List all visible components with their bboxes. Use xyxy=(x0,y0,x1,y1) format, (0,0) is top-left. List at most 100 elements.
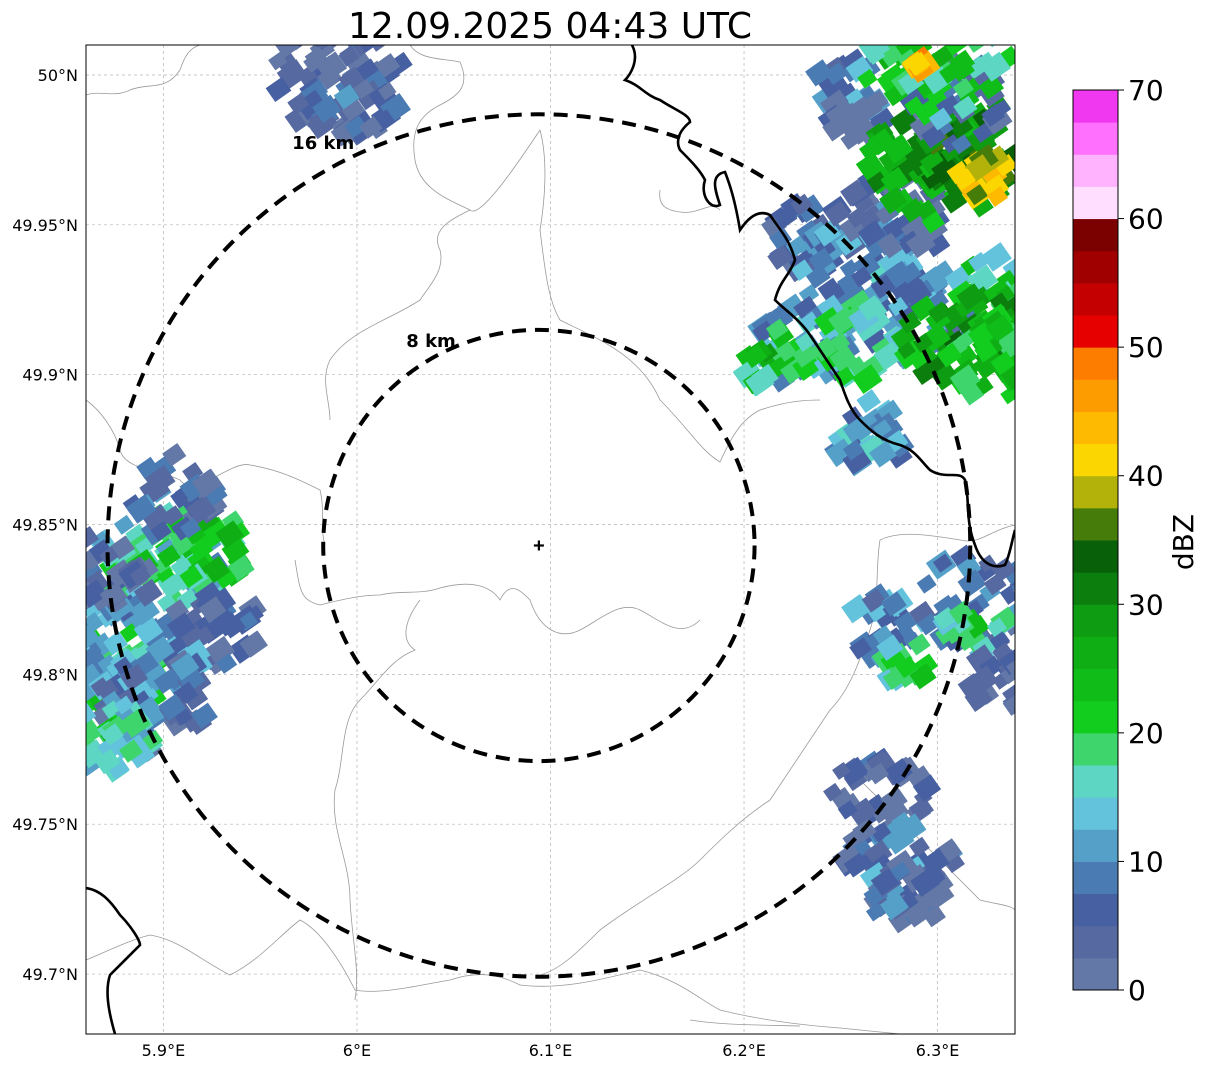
colorbar-segment xyxy=(1073,282,1118,316)
precip-pixel xyxy=(86,623,100,652)
admin-border-line xyxy=(409,45,541,212)
precip-pixel xyxy=(287,92,310,115)
precip-pixel xyxy=(966,45,987,53)
precip-pixel xyxy=(354,45,383,53)
admin-border-line xyxy=(659,189,721,213)
precip-pixel xyxy=(845,88,865,107)
precip-pixel xyxy=(790,259,813,281)
precip-pixel xyxy=(840,179,868,207)
precip-pixel xyxy=(1011,574,1015,603)
precip-pixel xyxy=(58,718,85,744)
longitude-ticks: 5.9°E 6°E 6.1°E 6.2°E 6.3°E xyxy=(142,1041,960,1060)
precip-pixel xyxy=(97,654,118,674)
precip-pixel xyxy=(983,45,1007,48)
precip-pixel xyxy=(952,343,978,369)
precip-pixel xyxy=(840,116,869,144)
precip-pixel xyxy=(968,251,989,273)
lon-tick-label: 6.2°E xyxy=(722,1041,766,1060)
precip-pixel xyxy=(1008,154,1015,176)
precip-pixel xyxy=(887,296,909,317)
precip-pixel xyxy=(126,494,157,524)
precip-pixel xyxy=(1030,663,1055,688)
colorbar-segment xyxy=(1073,636,1118,670)
precip-pixel xyxy=(919,149,946,176)
precip-pixel xyxy=(1018,360,1039,381)
precip-pixel xyxy=(922,904,946,928)
colorbar-tick-label: 40 xyxy=(1128,460,1164,493)
precip-pixel xyxy=(928,301,951,324)
precip-pixel xyxy=(931,155,961,185)
map-area: 8 km 16 km xyxy=(30,0,1055,1034)
precip-pixel xyxy=(63,727,83,747)
precip-pixel xyxy=(912,332,934,353)
precip-pixel xyxy=(994,322,1015,351)
colorbar-segment xyxy=(1073,250,1118,284)
precip-pixel xyxy=(295,89,327,120)
precip-pixel xyxy=(1014,336,1015,356)
precip-pixel xyxy=(873,419,893,438)
colorbar-segment xyxy=(1073,925,1118,959)
precip-pixel xyxy=(1022,658,1041,676)
precip-pixel xyxy=(338,46,360,67)
precip-pixel xyxy=(45,590,70,615)
precip-pixel xyxy=(186,494,217,525)
precip-pixel xyxy=(880,166,910,195)
precip-pixel xyxy=(864,839,893,868)
precip-pixel xyxy=(884,647,906,669)
colorbar-segment xyxy=(1073,765,1118,798)
precip-pixel xyxy=(869,440,898,468)
precip-pixel xyxy=(880,591,907,617)
precip-pixel xyxy=(829,344,858,372)
precip-pixel xyxy=(885,799,910,824)
precip-pixel xyxy=(998,647,1015,676)
precip-pixel xyxy=(88,539,114,563)
colorbar-segments xyxy=(1073,90,1118,991)
precip-pixel xyxy=(898,6,917,24)
precip-pixel xyxy=(86,526,99,550)
precip-pixel xyxy=(874,0,903,27)
precip-pixel xyxy=(986,186,1009,207)
precip-pixel xyxy=(99,584,123,607)
precip-pixel xyxy=(830,786,854,810)
precip-pixel xyxy=(165,512,188,534)
precip-pixel xyxy=(198,596,227,624)
precip-pixel xyxy=(908,45,933,59)
precip-pixel xyxy=(876,634,904,661)
precip-pixel xyxy=(86,565,87,597)
precip-pixel xyxy=(30,562,54,586)
colorbar-tick-label: 10 xyxy=(1128,845,1164,878)
lat-tick-label: 49.75°N xyxy=(12,815,78,834)
precip-pixel xyxy=(36,541,65,569)
precip-pixel xyxy=(351,45,376,57)
precip-pixel xyxy=(216,653,238,674)
precip-pixel xyxy=(962,16,991,44)
admin-border-line xyxy=(325,209,471,421)
precip-pixel xyxy=(944,265,972,293)
precip-pixel xyxy=(956,283,985,311)
precip-pixel xyxy=(858,295,885,321)
precip-pixel xyxy=(136,456,160,480)
precip-pixel xyxy=(1014,287,1015,306)
precip-pixel xyxy=(906,0,935,16)
colorbar-segment xyxy=(1073,732,1118,766)
precip-pixel xyxy=(872,625,894,646)
colorbar-segment xyxy=(1073,700,1118,734)
precip-pixel xyxy=(842,439,865,461)
colorbar-tick-label: 30 xyxy=(1128,588,1164,621)
admin-border-line xyxy=(879,524,1015,542)
precip-pixel xyxy=(926,86,947,107)
precip-pixel xyxy=(268,51,288,71)
precip-pixel xyxy=(921,211,945,234)
precip-pixel xyxy=(900,197,926,223)
range-ring-label: 16 km xyxy=(292,133,354,154)
precip-pixel xyxy=(867,604,887,623)
precip-pixel xyxy=(162,505,184,526)
precip-pixel xyxy=(842,446,872,475)
precip-pixel xyxy=(939,62,962,84)
precip-pixel xyxy=(986,617,1008,638)
precip-pixel xyxy=(42,715,72,744)
precip-pixel xyxy=(42,707,66,730)
precip-pixel xyxy=(877,232,901,255)
colorbar-segment xyxy=(1073,315,1118,348)
precip-pixel xyxy=(909,0,928,13)
